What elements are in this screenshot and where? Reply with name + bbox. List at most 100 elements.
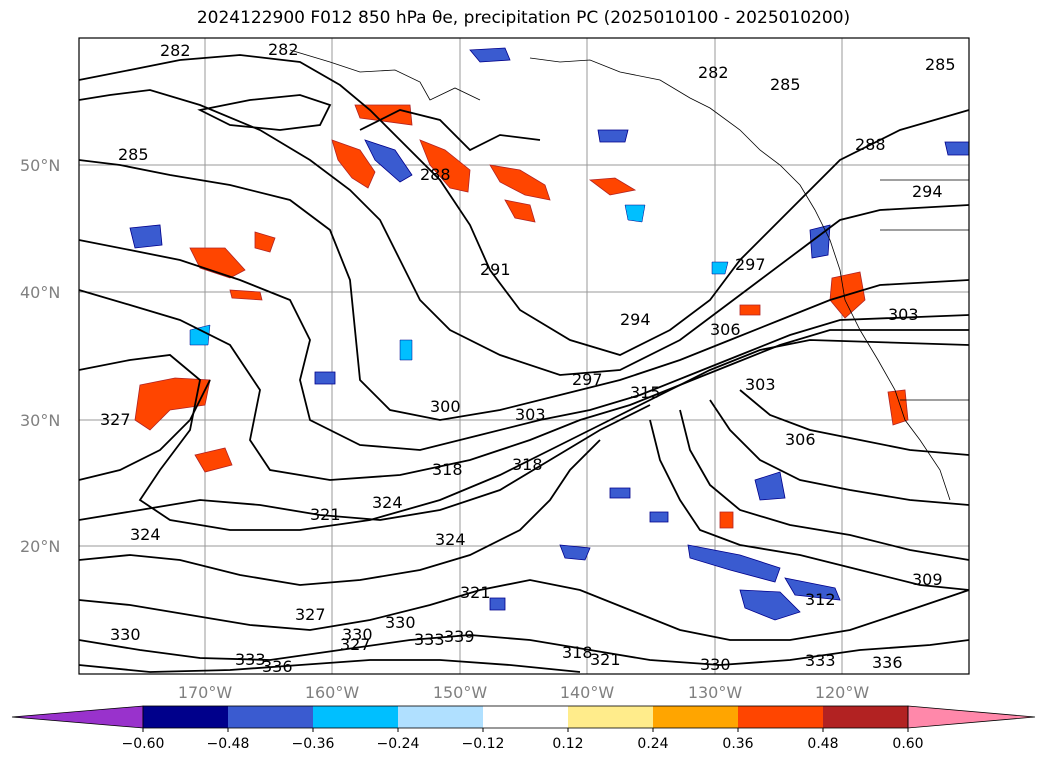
precip-patch	[559, 544, 591, 561]
contour-line	[709, 399, 970, 506]
lon-label: 170°W	[178, 683, 233, 702]
contour-label: 333	[805, 651, 836, 670]
precip-patch	[489, 164, 551, 201]
colorbar-tick-label: 0.60	[892, 736, 923, 752]
contour-line	[649, 419, 970, 591]
contour-label: 306	[785, 430, 816, 449]
colorbar-extend-high	[907, 705, 1036, 729]
contour-label: 309	[912, 570, 943, 589]
colorbar-extend-low	[11, 705, 144, 729]
contour-label: 333	[414, 630, 445, 649]
contour-line	[679, 409, 970, 561]
colorbar-border	[142, 705, 909, 729]
lat-label: 40°N	[20, 283, 60, 302]
contour-label: 288	[420, 165, 451, 184]
precip-patch	[944, 141, 970, 156]
precip-patch	[739, 589, 801, 621]
contour-label: 324	[130, 525, 161, 544]
contour-label: 285	[925, 55, 956, 74]
lon-label: 140°W	[560, 683, 615, 702]
precip-patch	[469, 47, 511, 63]
contour-line	[78, 159, 970, 421]
colorbar-tick-label: 0.36	[722, 736, 753, 752]
colorbar-segment	[568, 706, 653, 728]
colorbar-tick-label: 0.12	[552, 736, 583, 752]
contour-label: 288	[855, 135, 886, 154]
colorbar-segment	[143, 706, 228, 728]
precip-patch	[784, 577, 841, 601]
contour-label: 282	[268, 40, 299, 59]
lon-label: 130°W	[688, 683, 743, 702]
contour-label: 330	[342, 625, 373, 644]
lat-label: 50°N	[20, 156, 60, 175]
colorbar-segment	[483, 706, 568, 728]
precip-patch	[399, 339, 413, 361]
precip-patch	[649, 511, 669, 523]
precip-patch	[489, 597, 506, 611]
contour-label: 300	[430, 397, 461, 416]
precip-patch	[597, 129, 629, 143]
contour-line	[78, 379, 211, 481]
contour-label: 330	[700, 655, 731, 674]
contour-label-group: 282 282 282 285 285 285 288 288 291 294 …	[100, 40, 956, 676]
precip-patch	[129, 224, 163, 249]
contour-label: 327	[100, 410, 131, 429]
precip-patch	[887, 389, 909, 426]
lat-label: 20°N	[20, 537, 60, 556]
contour-line	[78, 579, 970, 641]
map-frame	[78, 37, 970, 675]
colorbar-tick-label: −0.24	[377, 736, 420, 752]
precip-patch	[687, 544, 781, 583]
precip-patch	[754, 471, 786, 501]
contour-line	[78, 289, 969, 481]
contour-line	[739, 389, 970, 456]
contour-label: 285	[770, 75, 801, 94]
graticule-lines	[79, 38, 969, 674]
contour-label: 318	[512, 455, 543, 474]
contour-label: 291	[480, 260, 511, 279]
contour-label: 330	[110, 625, 141, 644]
contour-line	[78, 54, 970, 356]
chart-title: 2024122900 F012 850 hPa θe, precipitatio…	[196, 8, 851, 28]
contour-label: 336	[262, 657, 293, 676]
contour-line	[78, 239, 970, 451]
contour-label: 336	[872, 653, 903, 672]
precip-patch	[739, 304, 761, 316]
contour-line	[78, 339, 970, 531]
contour-label: 297	[572, 370, 603, 389]
contour-line	[78, 634, 970, 666]
colorbar-segment	[653, 706, 738, 728]
lon-label: 120°W	[815, 683, 870, 702]
colorbar-tick-label: −0.60	[122, 736, 165, 752]
precip-patch	[229, 289, 263, 301]
precip-patch	[419, 139, 471, 193]
contour-label: 333	[235, 650, 266, 669]
colorbar-tick-label: −0.12	[462, 736, 505, 752]
colorbar-tick-label: 0.24	[637, 736, 668, 752]
contour-label: 321	[310, 505, 341, 524]
contour-label: 303	[745, 375, 776, 394]
contour-label: 324	[372, 493, 403, 512]
colorbar-segment	[313, 706, 398, 728]
contour-line	[78, 89, 970, 376]
contour-label: 327	[340, 635, 371, 654]
precip-patch	[719, 511, 734, 529]
precip-patch	[189, 324, 211, 346]
precip-patch	[609, 487, 631, 499]
contour-label: 318	[432, 460, 463, 479]
precip-patch	[364, 139, 413, 183]
contour-label: 312	[805, 590, 836, 609]
contour-label: 321	[460, 583, 491, 602]
contour-label: 303	[515, 405, 546, 424]
precip-shading	[129, 47, 970, 621]
contour-label: 315	[630, 383, 661, 402]
precip-patch	[194, 447, 233, 473]
colorbar-tick-label: 0.48	[807, 736, 838, 752]
contour-label: 324	[435, 530, 466, 549]
contour-label: 321	[590, 650, 621, 669]
contour-label: 294	[912, 182, 943, 201]
contour-line	[78, 659, 581, 673]
map-background	[79, 38, 969, 674]
contour-label: 306	[710, 320, 741, 339]
